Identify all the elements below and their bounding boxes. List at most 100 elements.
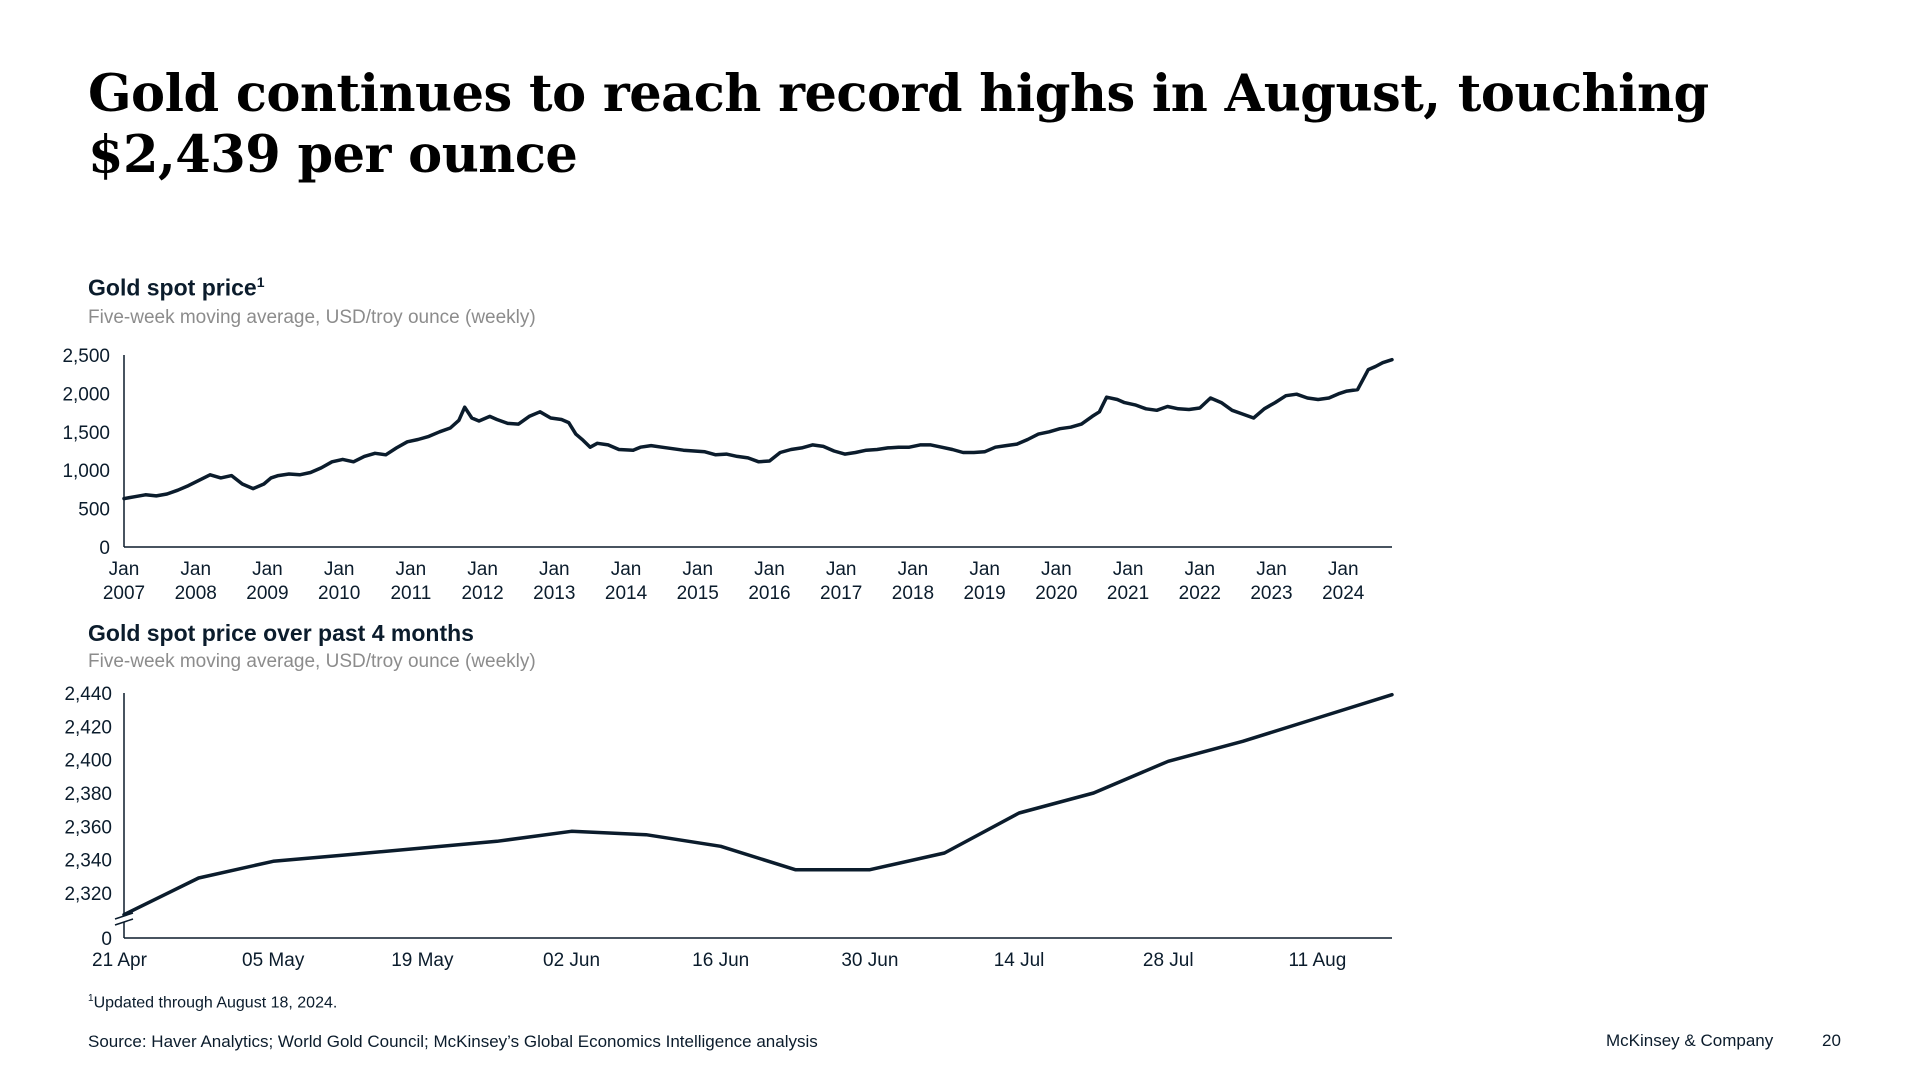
chart1-data-point (1091, 415, 1094, 418)
chart1-data-point (1345, 390, 1348, 392)
chart1-data-point (1177, 407, 1180, 410)
chart1-subtitle: Five-week moving average, USD/troy ounce… (88, 307, 536, 328)
chart1-data-point (187, 484, 190, 487)
chart1-x-tick-label: Jan 2008 (175, 559, 217, 604)
chart1-data-point (693, 450, 696, 452)
chart1-data-point (1080, 423, 1083, 426)
chart2-plot: 0 2,320 2,340 2,360 2,380 2,400 2,420 2,440 21 A… (64, 684, 1394, 971)
chart1-plot: 0 500 1,000 1,500 2,000 2,500 Jan 2007 Jan 2008 Ja… (62, 346, 1394, 604)
chart1-x-tick-label: Jan 2019 (963, 559, 1005, 604)
chart1-data-point (1327, 397, 1330, 399)
chart1-x-tick-label: Jan 2010 (318, 559, 360, 604)
chart1-data-point (650, 444, 653, 447)
chart2-data-point (1018, 812, 1020, 814)
chart1-data-point (427, 435, 430, 438)
chart1-data-point (1098, 410, 1101, 413)
chart1-data-point (1306, 397, 1309, 399)
chart1-data-point (1016, 443, 1018, 445)
chart1-data-point (1134, 404, 1137, 406)
chart2-y-tick-label: 0 (101, 929, 112, 950)
chart1-data-point (682, 449, 685, 452)
chart2-series-line (122, 692, 1394, 917)
chart1-data-point (1284, 394, 1287, 397)
chart1-y-tick-label: 2,500 (62, 346, 110, 367)
chart1-data-point (417, 438, 419, 441)
chart2-data-point (943, 852, 946, 854)
chart2-data-point (1391, 693, 1393, 696)
chart1-y-tick-label: 0 (99, 538, 110, 559)
chart2-data-point (1167, 760, 1170, 763)
chart1-data-point (176, 489, 179, 492)
chart2-y-tick-label: 2,440 (64, 684, 112, 705)
chart1-data-point (940, 446, 943, 449)
chart1-data-point (352, 460, 355, 463)
chart2-y-tick-label: 2,400 (64, 751, 112, 772)
chart1-data-point (1241, 413, 1244, 416)
source-note: Source: Haver Analytics; World Gold Coun… (88, 1032, 818, 1051)
chart1-data-point (560, 418, 563, 421)
chart1-data-point (1391, 358, 1393, 361)
chart1-data-point (1188, 408, 1190, 411)
chart1-data-point (919, 443, 921, 446)
chart2-axis-break-gap (114, 916, 134, 922)
chart2-data-point (123, 913, 125, 916)
chart2-data-point (570, 830, 573, 833)
chart1-data-point (133, 495, 136, 498)
chart1-data-point (496, 418, 498, 421)
chart1-data-point (506, 422, 509, 425)
chart1-x-tick-label: Jan 2009 (246, 559, 288, 604)
chart1-data-point (1374, 365, 1377, 368)
chart1-data-point (1295, 393, 1298, 396)
chart1-data-point (671, 447, 674, 450)
chart1-data-point (209, 473, 211, 476)
chart1-data-point (897, 446, 900, 449)
chart1-data-point (822, 445, 825, 448)
chart2-data-point (1092, 792, 1095, 794)
footnote-text: Updated through August 18, 2024. (93, 994, 338, 1012)
chart1-data-point (972, 451, 975, 454)
chart1-data-point (1317, 398, 1320, 401)
chart1-data-point (704, 450, 706, 453)
chart1-data-point (252, 487, 254, 490)
chart1-y-tick-label: 2,000 (62, 384, 110, 405)
chart1-data-point (1220, 401, 1223, 404)
chart1-data-point (639, 446, 642, 449)
chart1-x-tick-label: Jan 2017 (820, 559, 862, 604)
chart1-data-point (908, 446, 911, 449)
chart1-data-point (843, 453, 846, 455)
chart2-axis-break-mark (114, 918, 134, 926)
chart1-data-point (1037, 433, 1040, 436)
chart1-data-point (790, 448, 792, 451)
chart2-title: Gold spot price over past 4 months (88, 620, 474, 646)
chart2-x-tick-label: 28 Jul (1143, 950, 1194, 971)
chart1-data-point (277, 474, 280, 477)
chart2-data-point (197, 877, 200, 879)
chart1-data-point (123, 497, 125, 500)
chart1-data-point (298, 473, 301, 476)
chart1-data-point (331, 460, 333, 463)
chart2-data-point (346, 853, 349, 856)
chart2-x-tick-label: 19 May (391, 950, 454, 971)
chart1-data-point (865, 449, 868, 452)
chart1-x-tick-label: Jan 2021 (1107, 559, 1149, 604)
chart1-data-point (341, 458, 344, 461)
chart1-data-point (270, 476, 272, 479)
chart1-title: Gold spot price1 (88, 274, 264, 302)
chart1-data-point (539, 410, 541, 413)
chart2-data-point (794, 868, 797, 871)
chart1-data-point (983, 450, 986, 453)
chart1-data-point (833, 450, 835, 452)
chart2-y-tick-label: 2,420 (64, 717, 112, 738)
chart1-data-point (714, 453, 717, 456)
chart2-y-tick-label: 2,340 (64, 851, 112, 872)
chart1-data-point (962, 451, 965, 454)
chart1-data-point (1231, 409, 1233, 412)
chart1-data-point (1069, 426, 1072, 429)
chart1-data-point (449, 427, 452, 429)
chart1-data-point (528, 415, 531, 418)
chart1-data-point (1209, 397, 1212, 399)
chart1-data-point (779, 451, 782, 454)
chart1-data-point (757, 460, 760, 463)
chart1-data-point (589, 446, 592, 449)
chart1-x-tick-label: Jan 2013 (533, 559, 575, 604)
